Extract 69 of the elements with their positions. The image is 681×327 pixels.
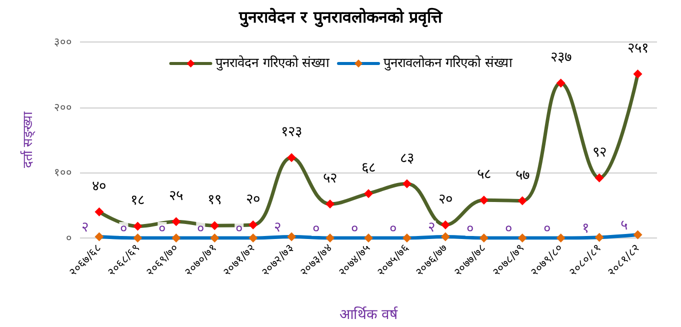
x-axis-title: आर्थिक वर्ष: [339, 306, 399, 323]
point: [172, 234, 181, 242]
data-label: ५८: [476, 166, 491, 183]
point: [94, 207, 104, 216]
data-label: २३७: [550, 50, 572, 66]
data-label: ५७: [515, 167, 530, 184]
point: [287, 153, 296, 162]
point: [210, 234, 220, 242]
data-label: १८: [130, 192, 145, 209]
data-label: ९२: [592, 144, 606, 160]
point: [440, 232, 450, 242]
point: [172, 217, 181, 226]
point: [440, 220, 450, 230]
data-label: ०: [466, 221, 474, 237]
point: [133, 222, 142, 231]
legend-label: पुनरावेदन गरिएको संख्या: [216, 55, 330, 71]
point: [633, 230, 642, 240]
point: [94, 232, 104, 242]
point: [479, 196, 488, 205]
point: [518, 196, 527, 206]
data-label: ५२: [323, 170, 338, 187]
data-label: ०: [236, 221, 243, 237]
data-label: २: [274, 220, 282, 236]
y-tick-label: २००: [54, 100, 72, 114]
point: [594, 232, 604, 242]
data-label: २५: [169, 188, 184, 204]
point: [326, 200, 335, 209]
data-label: २५१: [627, 40, 648, 57]
point: [133, 234, 142, 242]
point: [210, 221, 220, 230]
y-tick-label: ३००: [54, 36, 72, 48]
data-label: ०: [543, 221, 550, 237]
data-label: १: [582, 220, 589, 236]
data-label: ०: [389, 221, 396, 237]
data-label: ०: [120, 221, 128, 237]
point: [287, 232, 296, 242]
chart-title: पुनरावेदन र पुनरावलोकनको प्रवृत्ति: [238, 8, 443, 28]
point: [479, 234, 488, 242]
data-label: ०: [351, 221, 358, 237]
data-label: ०: [312, 221, 320, 237]
y-tick-label: १००: [54, 166, 72, 180]
point: [248, 220, 258, 230]
point: [364, 189, 373, 198]
point: [364, 234, 373, 242]
data-label: २: [82, 220, 89, 236]
data-label: ६८: [362, 160, 376, 176]
data-label: ०: [504, 221, 512, 237]
point: [326, 234, 335, 242]
point: [556, 234, 566, 242]
point: [594, 173, 604, 182]
data-label: ८३: [400, 150, 414, 166]
point: [518, 234, 527, 242]
data-label: २०: [438, 191, 452, 208]
legend-label: पुनरावलोकन गरिएको संख्या: [384, 55, 513, 71]
point: [402, 179, 412, 188]
point: [556, 78, 566, 88]
data-label: २: [428, 220, 435, 236]
point: [248, 234, 258, 242]
point: [402, 234, 412, 242]
y-axis-title: दर्ता सङ्ख्या: [20, 110, 36, 168]
y-tick-label: ०: [66, 232, 72, 244]
data-label: २०: [246, 191, 260, 208]
data-label: ०: [197, 221, 204, 237]
data-label: ०: [158, 221, 166, 237]
data-label: १९: [208, 192, 222, 208]
data-label: १२३: [281, 124, 302, 140]
data-label: ५: [620, 218, 628, 234]
point: [633, 70, 642, 79]
data-label: ४०: [92, 178, 106, 194]
